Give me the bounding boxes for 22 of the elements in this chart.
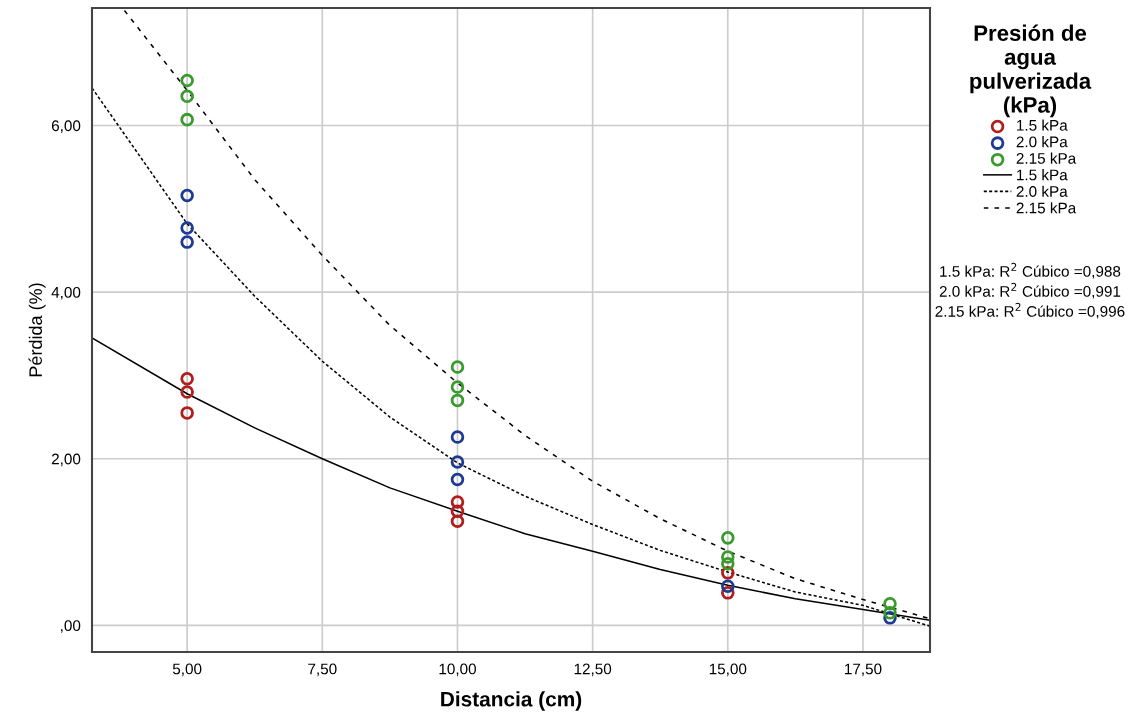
x-tick-label: 17,50 — [845, 663, 882, 677]
x-axis-title: Distancia (cm) — [441, 691, 582, 711]
legend-label: 2.15 kPa — [1016, 202, 1077, 214]
legend-label: 1.5 kPa — [1017, 119, 1068, 131]
x-tick-label: 5,00 — [172, 663, 202, 677]
y-tick-label: 4,00 — [51, 286, 81, 300]
legend-title: Presión de agua pulverizada (kPa) — [970, 24, 1092, 118]
text: 1.5 kPa: R$^{2}$ Cúbico =0,988 — [940, 262, 1121, 279]
x-tick-label: 15,00 — [709, 663, 747, 677]
legend-label: 1.5 kPa — [1017, 169, 1068, 181]
y-tick-label: 6,00 — [51, 120, 81, 133]
legend-label: 2.0 kPa — [1016, 185, 1068, 197]
y-tick-label: 2,00 — [51, 453, 81, 467]
x-tick-label: 10,00 — [439, 663, 476, 677]
legend-label: 2.0 kPa — [1016, 136, 1068, 148]
y-axis-title: Pérdida (%) — [28, 283, 46, 377]
text: 2.0 kPa: R$^{2}$ Cúbico =0,991 — [939, 282, 1121, 299]
legend-label: 2.15 kPa — [1016, 152, 1077, 164]
x-tick-label: 12,50 — [574, 663, 612, 677]
text: 2.15 kPa: R$^{2}$ Cúbico =0,996 — [935, 302, 1125, 319]
y-tick-label: ,00 — [61, 620, 81, 633]
x-tick-label: 7,50 — [308, 663, 337, 677]
